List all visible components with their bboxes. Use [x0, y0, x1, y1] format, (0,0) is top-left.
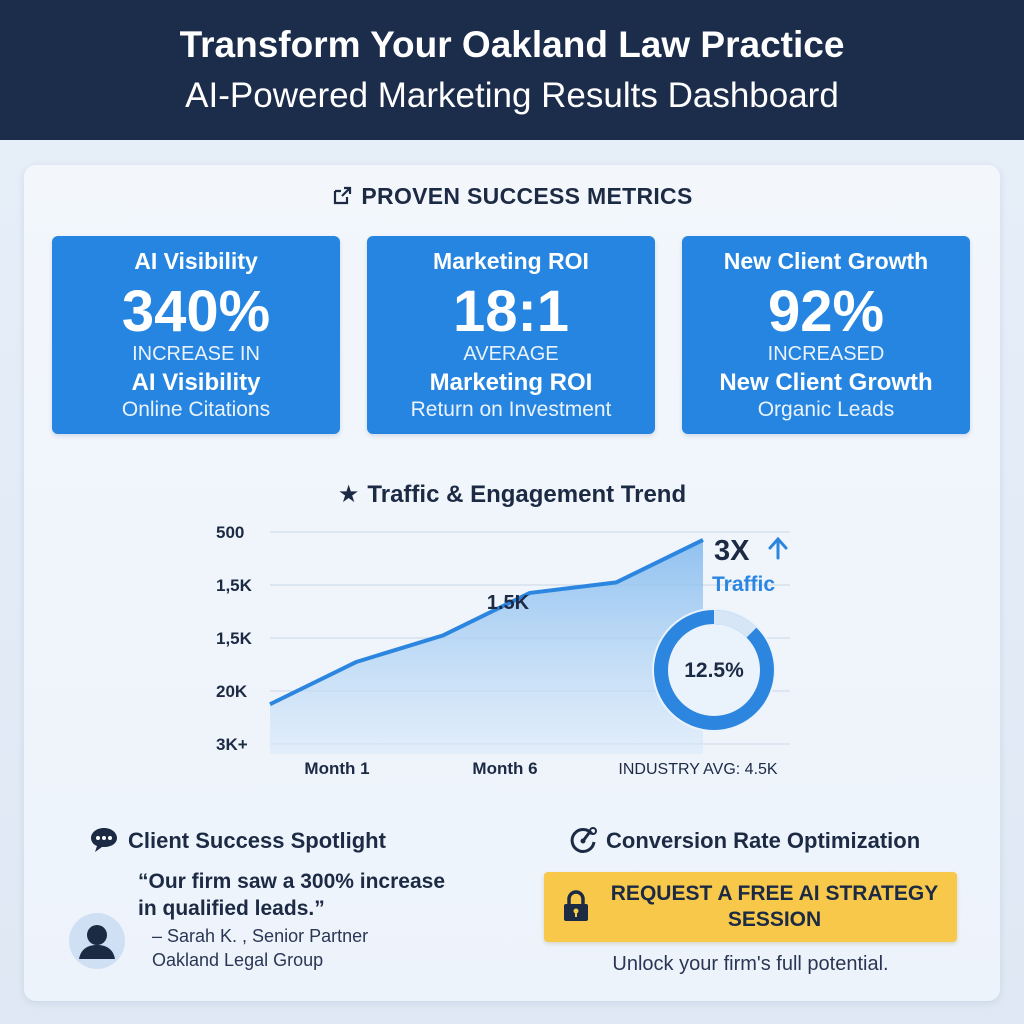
user-avatar-icon [69, 913, 125, 969]
metrics-heading: PROVEN SUCCESS METRICS [0, 183, 1024, 210]
client-quote-line: in qualified leads.” [138, 897, 325, 920]
metric-card-value: 340% [121, 279, 271, 344]
series-area [270, 539, 703, 754]
client-quote-line: “Our firm saw a 300% increase [138, 870, 445, 893]
point-label: 1.5K [487, 592, 530, 614]
external-link-icon [334, 186, 352, 205]
callout-label: Traffic [712, 573, 775, 596]
x-tick-label: Month 1 [304, 759, 369, 778]
trend-heading-label: Traffic & Engagement Trend [367, 481, 687, 508]
metric-card-marketing-roi: Marketing ROI 18:1 AVERAGE Marketing ROI… [367, 236, 655, 434]
cta-subtext: Unlock your firm's full potential. [612, 953, 889, 975]
metric-card-title: New Client Growth [723, 248, 929, 274]
conversion-heading: Conversion Rate Optimization [568, 825, 920, 855]
industry-average-label: INDUSTRY AVG: 4.5K [618, 761, 778, 778]
chat-bubble-icon [91, 828, 117, 852]
arrow-up-icon [768, 536, 788, 560]
metric-card-label: New Client Growth [719, 369, 933, 396]
metric-card-title: AI Visibility [134, 248, 258, 274]
metric-card-label: Marketing ROI [429, 369, 593, 396]
cta-label-line: SESSION [727, 908, 822, 931]
callout-value: 3X [714, 535, 750, 567]
series-line [269, 538, 704, 707]
page-subtitle: AI-Powered Marketing Results Dashboard [185, 76, 839, 115]
donut-backdrop [652, 608, 776, 732]
cta-label-line: REQUEST A FREE AI STRATEGY [610, 882, 939, 905]
request-strategy-session-button[interactable]: REQUEST A FREE AI STRATEGY SESSION [544, 872, 957, 942]
page-title: Transform Your Oakland Law Practice [179, 24, 845, 65]
client-spotlight-heading: Client Success Spotlight [88, 825, 386, 855]
metric-card-detail: Return on Investment [410, 398, 612, 421]
y-tick-label: 1,5K [216, 576, 253, 595]
donut-label: 12.5% [684, 659, 744, 682]
gauge-icon [570, 827, 597, 853]
metric-card-caption: INCREASE IN [132, 343, 260, 365]
conversion-heading-label: Conversion Rate Optimization [606, 828, 921, 853]
cta-label: REQUEST A FREE AI STRATEGY SESSION [606, 881, 943, 933]
client-author: – Sarah K. , Senior Partner [152, 926, 369, 946]
star-icon: ★ [337, 481, 360, 508]
donut-segment [654, 610, 774, 730]
metric-card-value: 92% [767, 279, 885, 344]
metric-card-detail: Online Citations [121, 398, 271, 421]
metric-card-caption: AVERAGE [463, 343, 559, 365]
metrics-heading-label: PROVEN SUCCESS METRICS [361, 183, 693, 209]
y-tick-label: 500 [216, 523, 244, 542]
client-spotlight-label: Client Success Spotlight [128, 828, 386, 853]
trend-heading: ★ Traffic & Engagement Trend [0, 480, 1024, 509]
traffic-trend-chart: 500 1,5K 1,5K 20K 3K+ 1.5K 12.5% 3X Traffic Month… [216, 523, 790, 778]
y-tick-label: 1,5K [216, 629, 253, 648]
metric-card-title: Marketing ROI [433, 248, 589, 274]
x-tick-label: Month 6 [472, 759, 537, 778]
metric-card-caption: INCREASED [767, 343, 885, 365]
header-banner: Transform Your Oakland Law Practice AI-P… [0, 0, 1024, 140]
y-tick-label: 20K [216, 682, 248, 701]
lock-icon [564, 890, 588, 921]
y-tick-label: 3K+ [216, 735, 248, 754]
metric-card-detail: Organic Leads [757, 398, 895, 421]
metric-card-label: AI Visibility [131, 369, 261, 396]
client-quote: “Our firm saw a 300% increase in qualifi… [138, 868, 458, 922]
metric-card-ai-visibility: AI Visibility 340% INCREASE IN AI Visibi… [52, 236, 340, 434]
metric-card-new-client-growth: New Client Growth 92% INCREASED New Clie… [682, 236, 970, 434]
metric-card-value: 18:1 [452, 279, 570, 344]
client-attribution: – Sarah K. , Senior Partner Oakland Lega… [152, 924, 368, 972]
client-company: Oakland Legal Group [152, 950, 324, 970]
